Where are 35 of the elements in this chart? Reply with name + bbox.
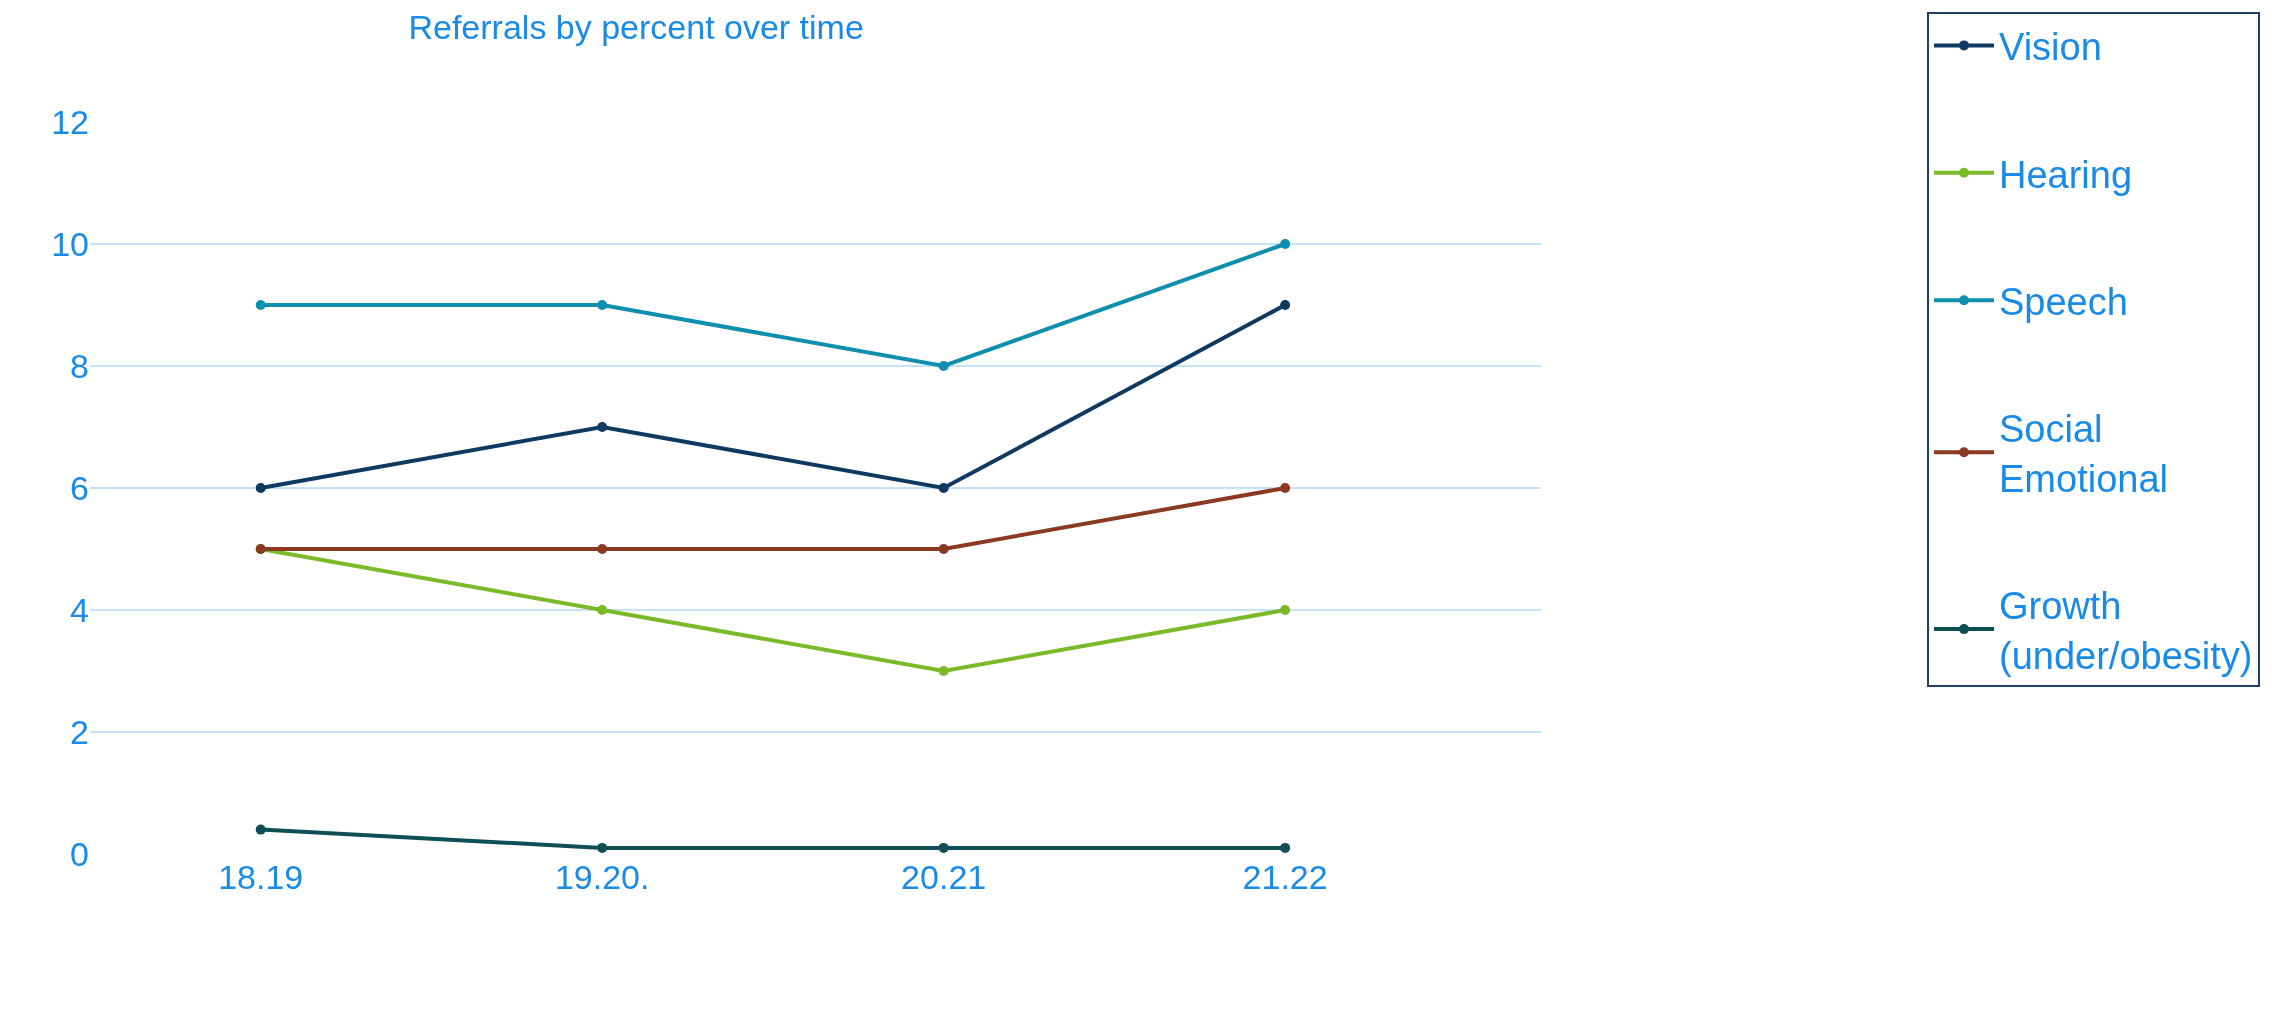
y-tick-label: 10: [51, 224, 89, 263]
point: [938, 842, 949, 853]
y-tick-label: 8: [70, 346, 89, 385]
y-tick-label: 0: [70, 834, 89, 873]
legend-label: Social Emotional: [1999, 408, 2168, 500]
x-tick-label: 20.21: [901, 858, 987, 896]
point: [1280, 842, 1291, 853]
point: [938, 483, 949, 493]
point: [938, 544, 949, 554]
point: [597, 422, 608, 432]
point: [938, 666, 949, 676]
chart-title: Referrals by percent over time: [408, 8, 864, 47]
point: [938, 361, 949, 371]
legend-label: Vision: [1999, 26, 2102, 69]
y-tick-label: 6: [70, 468, 89, 507]
legend-label: Speech: [1999, 281, 2128, 324]
point: [255, 483, 266, 493]
y-tick-label: 4: [70, 590, 89, 629]
x-tick-label: 18.19: [218, 858, 304, 896]
point: [1280, 483, 1291, 493]
legend-label: Hearing: [1999, 153, 2133, 196]
x-tick-label: 19.20.: [554, 858, 650, 896]
y-tick-label: 2: [70, 712, 89, 751]
point: [255, 300, 266, 310]
x-tick-label: 21.22: [1242, 858, 1328, 896]
point: [1280, 605, 1291, 615]
point: [597, 300, 608, 310]
point: [597, 605, 608, 615]
point: [597, 842, 608, 853]
point: [255, 824, 266, 835]
point: [597, 544, 608, 554]
point: [1280, 300, 1291, 310]
point: [1280, 239, 1291, 249]
y-tick-label: 12: [51, 102, 89, 141]
legend-label: Growth (under/obesity): [1999, 585, 2253, 677]
